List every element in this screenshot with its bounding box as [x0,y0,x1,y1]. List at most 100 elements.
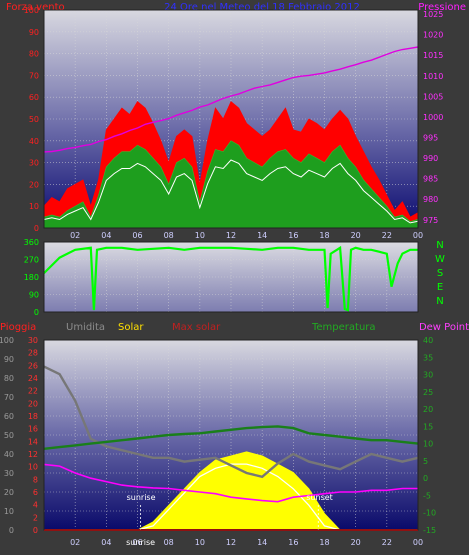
temperature-line [43,425,419,450]
weather-x-tick: 14 [257,538,267,547]
wind-axis-tick: 80 [29,50,39,59]
pressure-axis-tick: 1020 [423,31,443,40]
wind-x-tick: 08 [164,231,174,240]
rain-axis-tick: 16 [28,425,38,434]
pressure-axis-tick: 1025 [423,10,443,19]
compass-letter: S [437,268,443,279]
header-left-label: Forza vento [6,2,65,13]
wind-direction-line [43,245,418,312]
rain-axis-tick: 28 [28,349,38,358]
wind-axis-tick: 60 [29,93,39,102]
pressure-axis-tick: 995 [423,134,438,143]
dew-point-line [43,463,418,503]
wind-panel-border [43,9,419,229]
sunrise-label: sunrise [127,493,156,502]
wind-axis-tick: 100 [24,6,39,15]
rain-axis-tick: 12 [28,450,38,459]
rain-axis-tick: 22 [28,387,38,396]
pressure-axis-tick: 980 [423,195,438,204]
temperature-axis-tick: 40 [423,336,433,345]
sunrise-axis-label: sunrise [126,538,155,547]
pressure-line [43,46,419,153]
rain-axis-tick: 6 [33,488,38,497]
temperature-axis-tick: 25 [423,388,433,397]
weather-x-tick: 00 [413,538,423,547]
humidity-axis-tick: 50 [4,431,14,440]
humidity-axis-tick: 100 [0,336,14,345]
compass-letter: W [435,254,445,265]
pressure-axis-tick: 975 [423,216,438,225]
wind-x-tick: 10 [195,231,205,240]
pressure-axis-tick: 1000 [423,113,443,122]
humidity-axis-tick: 30 [4,469,14,478]
legend-max-solar: Max solar [172,322,221,333]
rain-axis-tick: 4 [33,501,38,510]
weather-x-tick: 08 [164,538,174,547]
wind-axis-tick: 10 [29,202,39,211]
humidity-axis-tick: 40 [4,450,14,459]
temperature-axis-tick: -10 [423,509,436,518]
wind-axis-tick: 30 [29,159,39,168]
pressure-axis-tick: 1005 [423,92,443,101]
temperature-axis-tick: 5 [423,457,428,466]
temperature-axis-tick: 20 [423,405,433,414]
weather-x-tick: 20 [351,538,361,547]
direction-axis-tick: 360 [24,238,39,247]
weather-x-tick: 12 [226,538,236,547]
weather-x-tick: 06 [132,538,142,547]
wind-axis-tick: 40 [29,137,39,146]
weather-x-tick: 22 [382,538,392,547]
rain-axis-tick: 2 [33,513,38,522]
wind-x-tick: 20 [351,231,361,240]
temperature-axis-tick: -5 [423,491,431,500]
pressure-axis-tick: 1015 [423,51,443,60]
direction-axis-tick: 180 [24,273,39,282]
wind-x-tick: 06 [132,231,142,240]
header-right-label: Pressione [418,2,466,13]
rain-axis-tick: 10 [28,463,38,472]
legend-humidity: Umidita [66,322,105,333]
direction-axis-tick: 90 [29,291,39,300]
wind-x-tick: 22 [382,231,392,240]
weather-x-tick: 04 [101,538,111,547]
direction-panel-border [43,241,419,313]
wind-average-area [43,140,419,229]
direction-axis-tick: 270 [24,256,39,265]
rain-axis-tick: 14 [28,437,38,446]
wind-x-tick: 00 [413,231,423,240]
header-center-label: 24 Ore nel Meteo del 18 Febbraio 2012 [164,2,360,13]
rain-axis-tick: 24 [28,374,38,383]
rain-axis-tick: 0 [33,526,38,535]
wind-axis-tick: 0 [34,224,39,233]
compass-letter: E [437,282,443,293]
sunset-label: sunset [306,493,333,502]
rain-axis-tick: 8 [33,475,38,484]
rain-axis-tick: 30 [28,336,38,345]
legend-dew-point: Dew Point [419,322,469,333]
weather-x-tick: 02 [70,538,80,547]
wind-x-tick: 14 [257,231,267,240]
wind-average-line [43,159,419,224]
wind-x-tick: 16 [288,231,298,240]
weather-x-tick: 10 [195,538,205,547]
wind-axis-tick: 90 [29,28,39,37]
legend-solar: Solar [118,322,144,333]
weather-panel-border [43,339,419,531]
pressure-axis-tick: 990 [423,154,438,163]
legend: Pioggia Umidita Solar Max solar Temperat… [0,322,469,333]
humidity-axis-tick: 10 [4,507,14,516]
pressure-axis-tick: 985 [423,175,438,184]
temperature-axis-tick: 10 [423,440,433,449]
temperature-axis-tick: 15 [423,422,433,431]
humidity-axis-tick: 60 [4,412,14,421]
wind-x-tick: 02 [70,231,80,240]
rain-axis-tick: 26 [28,361,38,370]
wind-x-tick: 04 [101,231,111,240]
compass-letter: N [436,240,443,251]
wind-axis-tick: 20 [29,180,39,189]
wind-axis-tick: 50 [29,115,39,124]
weather-x-tick: 16 [288,538,298,547]
temperature-axis-tick: 0 [423,474,428,483]
legend-rain: Pioggia [0,322,36,333]
